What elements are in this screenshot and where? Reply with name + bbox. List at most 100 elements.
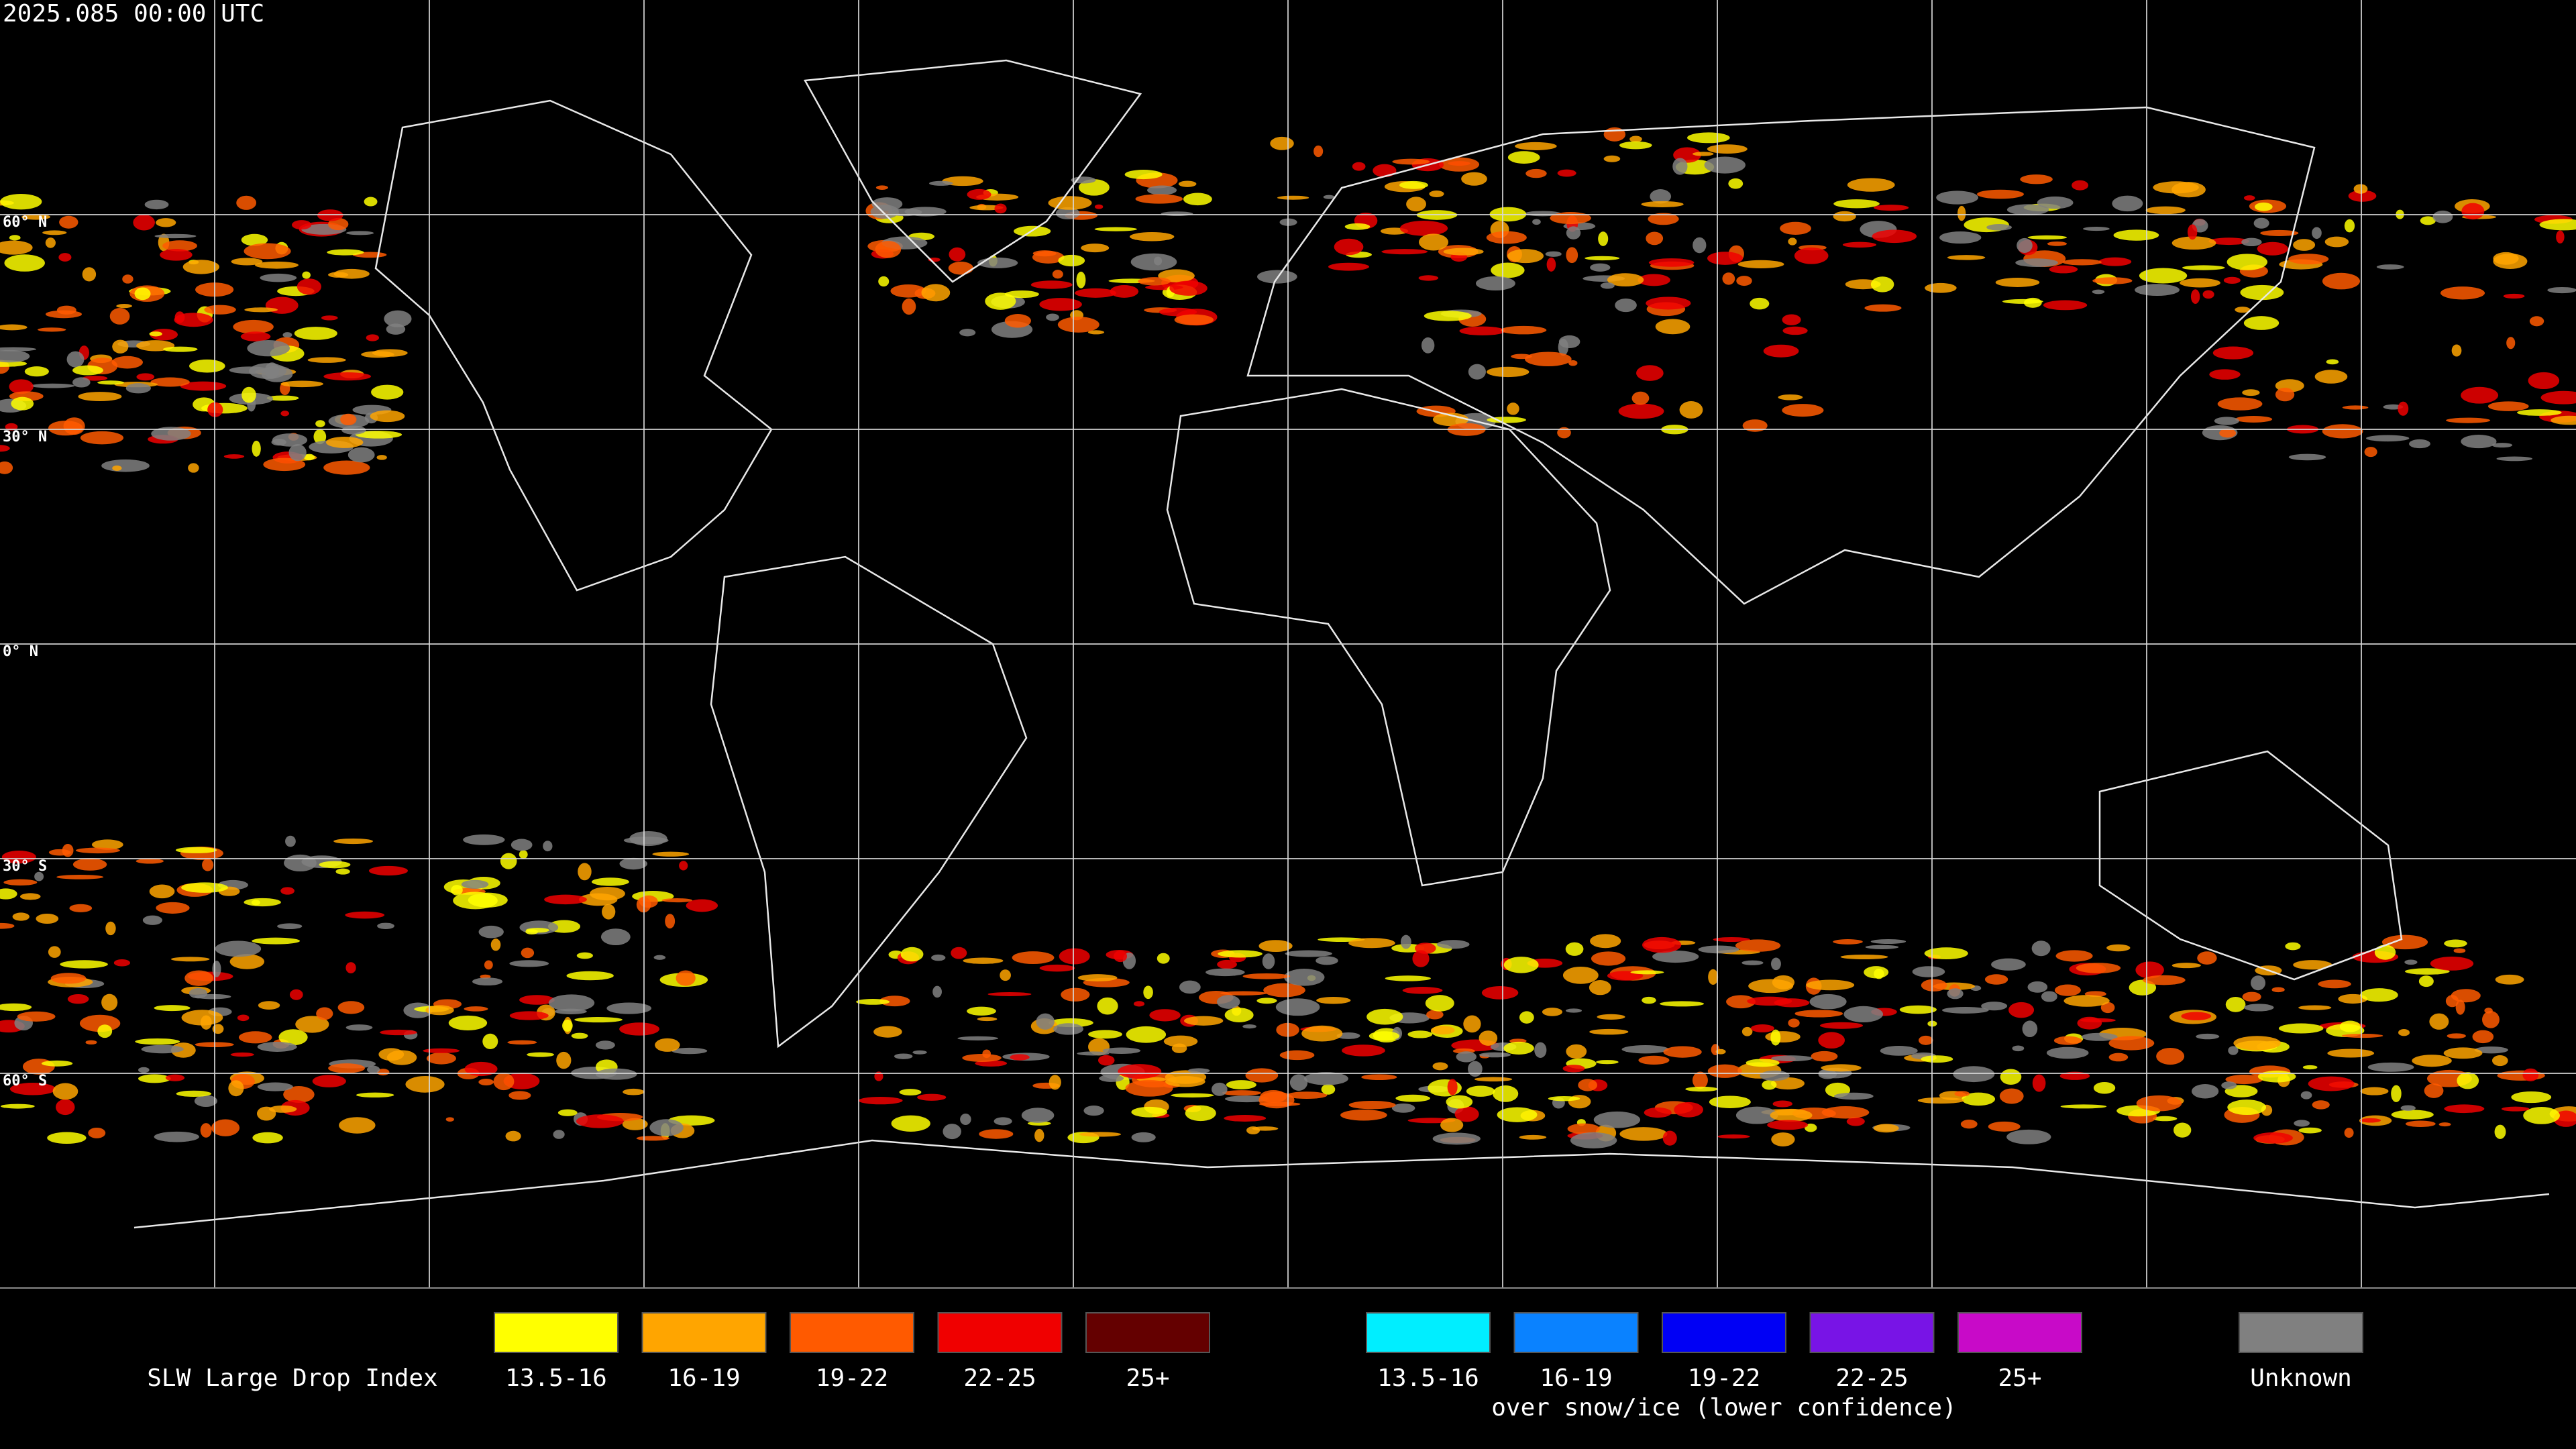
cloud-patch (571, 1032, 588, 1039)
cloud-patch (47, 1132, 87, 1144)
cloud-patch (1524, 352, 1572, 367)
cloud-patch (2438, 1122, 2451, 1127)
cloud-patch (1301, 1025, 1343, 1042)
cloud-patch (113, 959, 130, 967)
cloud-patch (1424, 311, 1472, 321)
cloud-patch (1313, 145, 1324, 158)
cloud-patch (0, 324, 28, 331)
cloud-patch (2429, 1013, 2449, 1030)
cloud-patch (2398, 401, 2409, 416)
cloud-patch (2055, 950, 2093, 962)
cloud-patch (2208, 237, 2249, 246)
cloud-patch (315, 420, 325, 427)
cloud-patch (1077, 974, 1118, 981)
cloud-patch (1767, 1120, 1809, 1130)
cloud-patch (1641, 201, 1684, 208)
cloud-patch (453, 892, 498, 910)
cloud-patch (1748, 979, 1794, 994)
cloud-patch (160, 249, 193, 261)
cloud-patch (1644, 1107, 1672, 1118)
cloud-patch (202, 858, 214, 871)
cloud-patch (912, 1050, 927, 1055)
cloud-patch (1440, 1118, 1464, 1132)
cloud-patch (1590, 263, 1611, 272)
cloud-patch (1466, 1085, 1495, 1097)
cloud-patch (1562, 966, 1599, 984)
cloud-patch (1880, 1046, 1918, 1056)
cloud-patch (97, 380, 125, 385)
cloud-patch (2171, 236, 2216, 250)
cloud-patch (1443, 248, 1484, 256)
cloud-patch (1039, 298, 1082, 311)
cloud-patch (1693, 152, 1714, 156)
cloud-patch (2053, 1036, 2082, 1045)
cloud-patch (1646, 231, 1664, 246)
cloud-patch (1426, 1010, 1444, 1020)
cloud-patch (2430, 956, 2474, 971)
cloud-patch (2288, 254, 2329, 265)
cloud-patch (2217, 397, 2263, 411)
cloud-patch (509, 960, 549, 967)
cloud-patch (1674, 1102, 1703, 1118)
cloud-patch (2106, 944, 2131, 952)
cloud-patch (2226, 254, 2268, 270)
cloud-patch (1463, 1015, 1481, 1033)
cloud-patch (229, 366, 270, 374)
cloud-patch (1818, 1032, 1845, 1049)
cloud-patch (1917, 1097, 1964, 1104)
cloud-patch (1741, 1026, 1753, 1036)
cloud-patch (2100, 1002, 2115, 1014)
cloud-patch (574, 1017, 623, 1023)
cloud-patch (335, 868, 350, 875)
cloud-patch (1279, 1050, 1315, 1061)
cloud-patch (1224, 1008, 1254, 1022)
cloud-patch (519, 850, 528, 859)
cloud-patch (2493, 252, 2519, 265)
cloud-patch (1595, 1060, 1619, 1065)
cloud-patch (1735, 939, 1781, 952)
cloud-patch (1618, 403, 1664, 419)
cloud-patch (17, 1011, 56, 1022)
cloud-patch (2457, 1072, 2479, 1089)
cloud-patch (75, 847, 120, 854)
cloud-patch (464, 1061, 498, 1077)
cloud-patch (484, 960, 493, 970)
cloud-patch (2404, 968, 2450, 975)
cloud-patch (4, 254, 45, 272)
cloud-patch (371, 384, 404, 400)
cloud-patch (1939, 231, 1982, 244)
cloud-patch (2129, 979, 2157, 996)
cloud-patch (2227, 1099, 2267, 1116)
cloud-patch (521, 947, 535, 959)
cloud-patch (1568, 360, 1578, 366)
cloud-patch (1385, 975, 1431, 981)
cloud-patch (319, 861, 351, 869)
cloud-patch (1842, 241, 1877, 248)
cloud-patch (1507, 151, 1540, 164)
cloud-patch (1178, 180, 1197, 187)
cloud-patch (1430, 1026, 1455, 1035)
cloud-patch (78, 392, 122, 402)
cloud-patch (313, 429, 327, 445)
cloud-patch (1507, 249, 1544, 264)
cloud-patch (1794, 247, 1829, 264)
cloud-patch (154, 1005, 191, 1012)
cloud-patch (2461, 386, 2499, 404)
cloud-patch (490, 938, 501, 951)
cloud-patch (1566, 226, 1581, 239)
coastlines (133, 59, 2550, 1229)
cloud-patch (1245, 1068, 1279, 1083)
cloud-patch (370, 410, 405, 423)
cloud-patch (211, 1119, 240, 1136)
cloud-patch (1432, 413, 1469, 427)
cloud-patch (112, 339, 129, 354)
cloud-patch (1242, 973, 1291, 979)
cloud-patch (302, 271, 311, 279)
legend-swatch (790, 1312, 914, 1353)
cloud-patch (878, 276, 890, 287)
cloud-patch (1615, 298, 1637, 313)
cloud-patch (72, 377, 91, 388)
cloud-patch (1277, 195, 1309, 200)
cloud-patch (1750, 1024, 1774, 1032)
cloud-patch (1765, 1031, 1801, 1042)
